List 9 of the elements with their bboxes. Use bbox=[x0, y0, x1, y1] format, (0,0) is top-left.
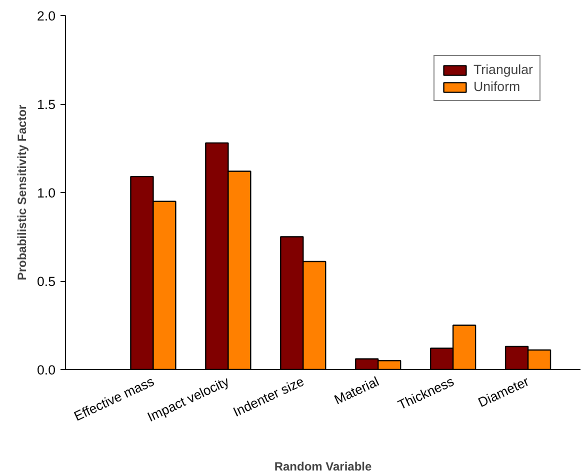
y-axis-title: Probabilistic Sensitivity Factor bbox=[14, 104, 29, 280]
y-tick-label: 1.5 bbox=[36, 97, 56, 112]
y-tick-label: 0.5 bbox=[36, 274, 56, 289]
legend-label: Uniform bbox=[473, 79, 520, 94]
y-tick-label: 0.0 bbox=[36, 362, 56, 378]
legend-label: Triangular bbox=[473, 62, 533, 77]
y-tick-label: 2.0 bbox=[36, 8, 56, 24]
y-tick-label: 1.0 bbox=[36, 186, 56, 200]
x-axis-title: Random Variable bbox=[274, 459, 372, 474]
